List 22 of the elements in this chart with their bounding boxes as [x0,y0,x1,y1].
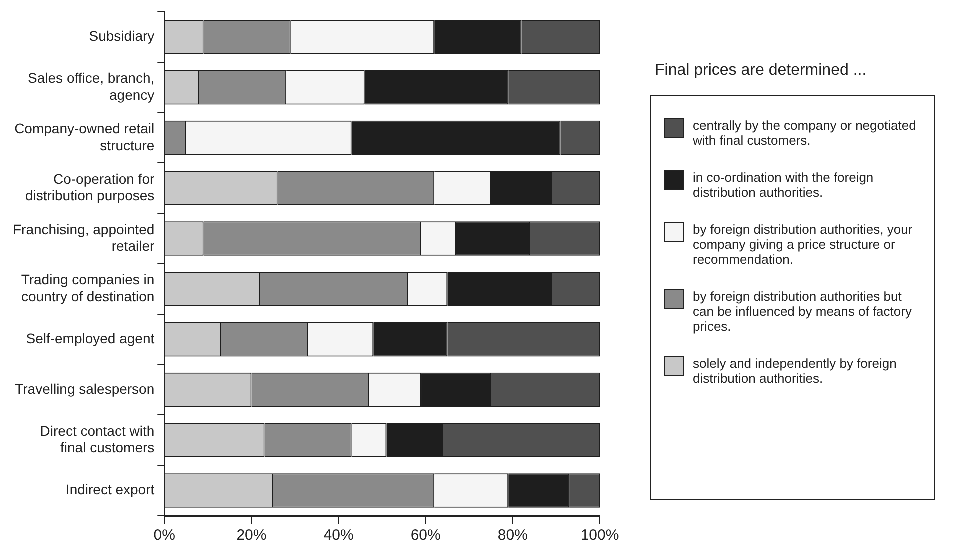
x-tick-label: 20% [236,527,267,544]
y-tick-label: Company-owned retail structure [14,120,155,154]
legend-label: solely and independently by foreign distribution authorities. [693,356,898,386]
legend-title: Final prices are determined ... [655,62,867,80]
y-tick-label: Travelling salesperson [15,380,155,397]
y-tick-label: Direct contact with final customers [40,422,155,456]
x-tick-label: 60% [410,527,441,544]
legend-label: centrally by the company or negotiated with final customers. [693,118,918,148]
y-tick-label: Co-operation for distribution purposes [25,170,155,204]
x-tick-label: 0% [154,527,176,544]
y-tick-label: Indirect export [66,482,155,498]
legend-label: by foreign distribution authorities but can be influenced by means of factory prices. [693,289,913,334]
y-tick-label: Franchising, appointed retailer [12,221,155,254]
x-tick-label: 80% [498,527,528,544]
y-tick-label: Self-employed agent [26,330,155,346]
y-tick-label: Sales office, branch, agency [28,70,155,103]
x-tick-label: 40% [324,527,354,544]
legend-label: in co-ordination with the foreign distribution authorities. [693,170,875,200]
y-tick-label: Subsidiary [89,28,155,44]
legend-label: by foreign distribution authorities, your company giving a price structure or recommendation. [693,222,914,267]
y-tick-label: Trading companies in country of destination [21,272,155,304]
x-tick-label: 100% [580,527,620,544]
